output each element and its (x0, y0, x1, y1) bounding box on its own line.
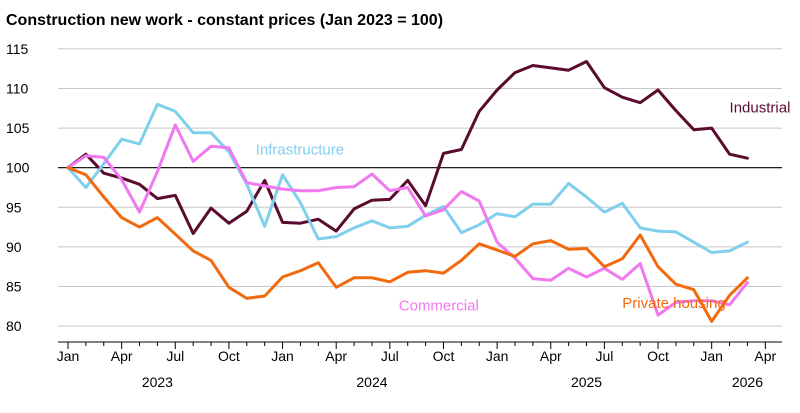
y-tick-label: 105 (6, 120, 30, 136)
y-tick-label: 85 (6, 279, 22, 295)
y-tick-label: 95 (6, 199, 22, 215)
x-tick-label: Oct (647, 348, 669, 364)
gridlines (58, 48, 782, 327)
x-year-label: 2025 (571, 374, 602, 390)
series-line-infrastructure (66, 102, 749, 254)
y-tick-label: 100 (6, 160, 30, 176)
series-label-private-housing: Private housing (622, 295, 725, 312)
series-label-commercial: Commercial (399, 298, 479, 315)
x-tick-label: Jan (271, 348, 294, 364)
series-label-industrial: Industrial (730, 99, 791, 116)
x-year-label: 2023 (142, 374, 173, 390)
x-tick-label: Apr (325, 348, 347, 364)
x-tick-label: Jul (595, 348, 613, 364)
series-lines (66, 60, 749, 323)
x-tick-label: Jul (381, 348, 399, 364)
x-tick-label: Oct (218, 348, 240, 364)
y-tick-label: 115 (6, 41, 29, 57)
x-tick-label: Jan (57, 348, 80, 364)
x-year-label: 2024 (356, 374, 387, 390)
series-line-private-housing (66, 166, 749, 323)
x-tick-label: Apr (111, 348, 133, 364)
chart-title: Construction new work - constant prices … (6, 12, 444, 29)
y-tick-label: 90 (6, 239, 22, 255)
y-tick-label: 80 (6, 318, 22, 334)
x-tick-label: Apr (754, 348, 776, 364)
series-line-industrial (66, 60, 749, 235)
series-label-infrastructure: Infrastructure (256, 141, 344, 158)
y-tick-label: 110 (6, 80, 29, 96)
series-line-commercial (66, 123, 749, 317)
x-tick-label: Oct (433, 348, 455, 364)
x-year-label: 2026 (732, 374, 763, 390)
x-tick-label: Jul (166, 348, 184, 364)
y-axis-tick-labels: 80 85 90 95 100 105 110 115 (6, 41, 30, 334)
x-tick-label: Jan (700, 348, 723, 364)
x-axis: Jan Apr Jul Oct Jan Apr Jul Oct Jan Apr Jul Oct Jan A… (57, 341, 782, 390)
x-tick-label: Apr (540, 348, 562, 364)
series-labels: Industrial Infrastructure Commercial Privat… (256, 99, 791, 314)
x-tick-label: Jan (486, 348, 509, 364)
